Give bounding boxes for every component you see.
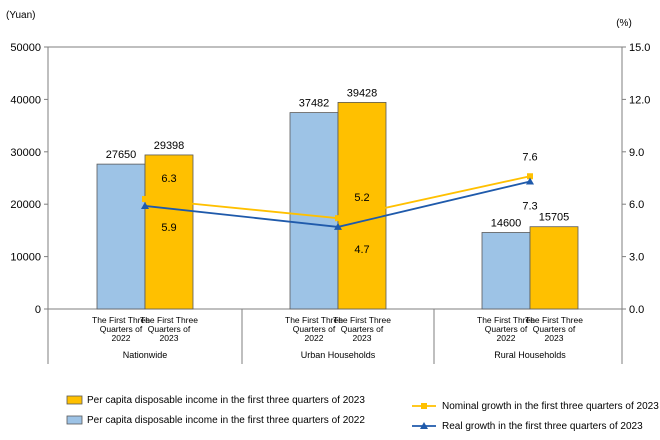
category-label-line: 2023 [160, 333, 179, 343]
nominal-label-2: 7.6 [522, 151, 537, 163]
legend-swatch-0 [66, 395, 83, 405]
category-label-line: The First Three [477, 315, 535, 325]
legend-label-0: Per capita disposable income in the firs… [87, 395, 365, 406]
category-label: The First Three Quarters of 2023 [333, 315, 391, 343]
real-point-2 [526, 177, 534, 185]
category-label-line: Quarters of [293, 324, 336, 334]
nominal-label-0: 6.3 [161, 173, 176, 185]
nominal-label-1: 5.2 [354, 192, 369, 204]
right-tick-label: 0.0 [629, 304, 644, 316]
nominal-point-0 [142, 195, 148, 202]
left-tick-label: 30000 [10, 147, 41, 159]
category-label: The First Three Quarters of 2022 [285, 315, 343, 343]
category-label-line: Quarters of [100, 324, 143, 334]
real-label-2: 7.3 [522, 200, 537, 212]
right-tick-label: 6.0 [629, 199, 644, 211]
legend-marker-3 [420, 422, 428, 429]
plot-area: (Yuan) (%) 0 10000 20000 30000 40000 50000 0.0 3.… [6, 10, 659, 432]
category-label-line: 2022 [112, 333, 131, 343]
legend-label-2: Nominal growth in the first three quarte… [442, 401, 659, 412]
category-label-line: 2023 [545, 333, 564, 343]
left-tick-label: 0 [35, 304, 41, 316]
category-label: The First Three Quarters of 2023 [525, 315, 583, 343]
group-label: Urban Households [301, 350, 376, 360]
category-label-line: 2022 [497, 333, 516, 343]
left-tick-label: 50000 [10, 42, 41, 54]
left-tick-label: 10000 [10, 252, 41, 264]
bar-label-2022-2: 14600 [491, 217, 522, 229]
category-label-line: The First Three [140, 315, 198, 325]
bar-2022-0 [96, 163, 146, 310]
category-label-line: The First Three [285, 315, 343, 325]
bar-label-2023-1: 39428 [347, 87, 378, 99]
bar-label-2023-0: 29398 [154, 140, 185, 152]
category-label: The First Three Quarters of 2022 [92, 315, 150, 343]
legend-label-3: Real growth in the first three quarters … [442, 421, 643, 432]
group-label: Nationwide [123, 350, 168, 360]
real-point-0 [141, 201, 149, 209]
category-label: The First Three Quarters of 2022 [477, 315, 535, 343]
right-tick-label: 12.0 [629, 94, 650, 106]
category-label-line: The First Three [333, 315, 391, 325]
real-label-1: 4.7 [354, 244, 369, 256]
left-axis-unit: (Yuan) [6, 10, 35, 21]
bar-2022-1 [289, 112, 339, 310]
real-point-1 [334, 222, 342, 230]
category-label-line: 2022 [305, 333, 324, 343]
category-label-line: Quarters of [533, 324, 576, 334]
legend-marker-2 [421, 403, 427, 409]
legend-swatch-1 [66, 415, 83, 425]
real-label-0: 5.9 [161, 222, 176, 234]
bar-2023-1 [337, 101, 387, 310]
left-tick-label: 20000 [10, 199, 41, 211]
bar-label-2023-2: 15705 [539, 212, 570, 224]
nominal-point-1 [335, 215, 341, 222]
category-label-line: 2023 [353, 333, 372, 343]
right-axis-unit: (%) [616, 18, 632, 29]
category-label-line: Quarters of [341, 324, 384, 334]
group-label: Rural Households [494, 350, 566, 360]
category-label-line: The First Three [92, 315, 150, 325]
bar-label-2022-0: 27650 [106, 149, 137, 161]
bar-2023-0 [144, 154, 194, 310]
bar-label-2022-1: 37482 [299, 98, 330, 110]
category-label-line: Quarters of [148, 324, 191, 334]
left-tick-label: 40000 [10, 94, 41, 106]
bar-2022-2 [481, 232, 531, 310]
legend-label-1: Per capita disposable income in the firs… [87, 415, 365, 426]
right-tick-label: 3.0 [629, 252, 644, 264]
bar-2023-2 [529, 226, 579, 310]
category-label: The First Three Quarters of 2023 [140, 315, 198, 343]
right-tick-label: 9.0 [629, 147, 644, 159]
category-label-line: Quarters of [485, 324, 528, 334]
right-tick-label: 15.0 [629, 42, 650, 54]
nominal-point-2 [527, 173, 533, 180]
category-label-line: The First Three [525, 315, 583, 325]
